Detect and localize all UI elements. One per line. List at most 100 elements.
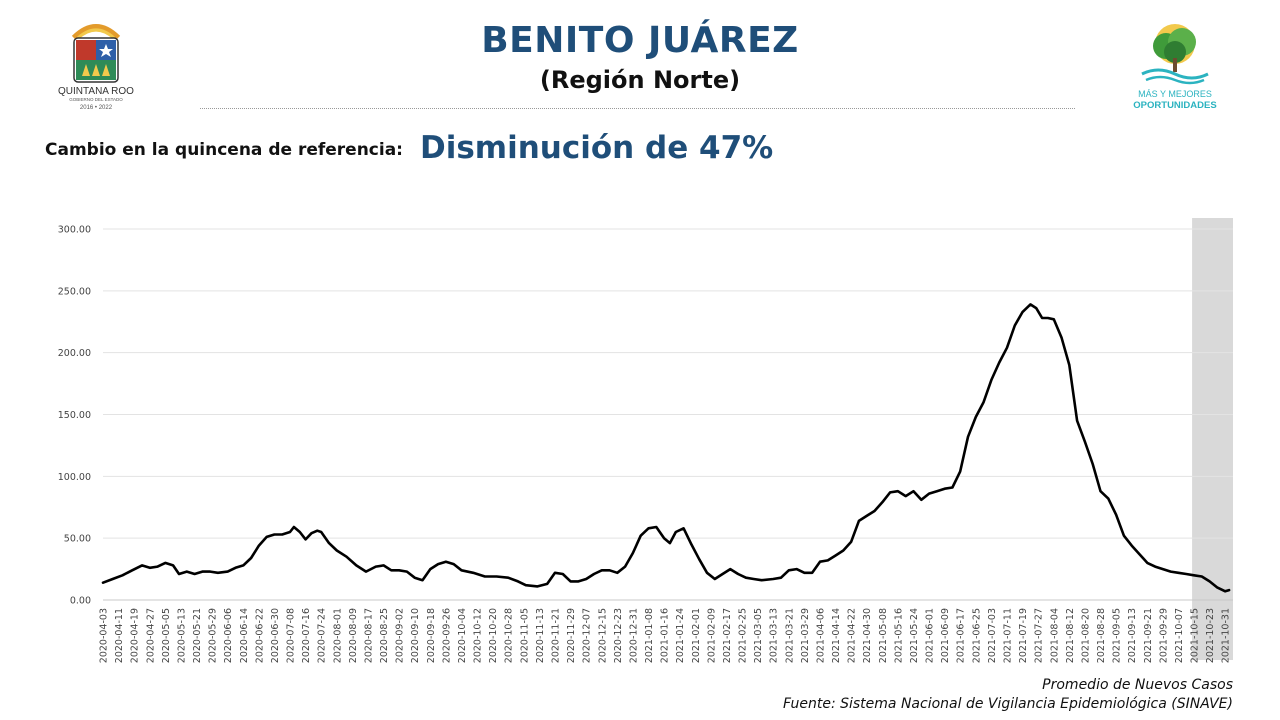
x-tick-label: 2021-06-17 <box>956 608 967 663</box>
x-tick-label: 2020-05-29 <box>208 608 219 663</box>
x-tick-label: 2020-12-31 <box>628 608 639 663</box>
x-tick-label: 2021-01-16 <box>660 608 671 663</box>
logo-right-line2: OPORTUNIDADES <box>1133 100 1216 111</box>
x-tick-label: 2021-07-11 <box>1003 608 1014 663</box>
x-tick-label: 2021-05-16 <box>893 608 904 663</box>
x-tick-label: 2021-09-05 <box>1112 608 1123 663</box>
x-tick-label: 2020-04-27 <box>145 608 156 663</box>
logo-left-line2: GOBIERNO DEL ESTADO <box>69 97 123 102</box>
x-tick-label: 2020-05-13 <box>176 608 187 663</box>
x-tick-label: 2020-11-05 <box>519 608 530 663</box>
x-tick-label: 2021-08-28 <box>1096 608 1107 663</box>
x-tick-label: 2020-07-08 <box>286 608 297 663</box>
page-subtitle: (Región Norte) <box>539 66 741 94</box>
x-tick-label: 2020-09-18 <box>426 608 437 663</box>
y-tick-label: 100.00 <box>58 472 91 483</box>
change-value: Disminución de 47% <box>420 130 774 166</box>
x-tick-label: 2020-09-10 <box>410 608 421 663</box>
x-tick-label: 2021-09-29 <box>1158 608 1169 663</box>
cases-line-chart: 0.0050.00100.00150.00200.00250.00300.00 … <box>58 218 1233 663</box>
shield-icon <box>73 37 119 83</box>
x-tick-label: 2020-08-25 <box>379 608 390 663</box>
x-tick-label: 2021-03-21 <box>784 608 795 663</box>
series-line <box>101 303 1231 593</box>
x-tick-label: 2021-01-08 <box>644 608 655 663</box>
x-tick-label: 2021-02-25 <box>738 608 749 663</box>
y-tick-label: 0.00 <box>70 596 91 607</box>
x-tick-label: 2021-09-13 <box>1127 608 1138 663</box>
y-tick-label: 50.00 <box>64 534 91 545</box>
x-tick-label: 2020-07-16 <box>301 608 312 663</box>
shaded-region-layer <box>1192 218 1233 660</box>
mas-mejores-oportunidades-logo: MÁS Y MEJORES OPORTUNIDADES <box>1120 18 1230 114</box>
x-tick-label: 2020-11-13 <box>535 608 546 663</box>
x-tick-label: 2020-10-04 <box>457 608 468 663</box>
page-title: BENITO JUÁREZ <box>481 20 799 61</box>
x-tick-label: 2021-02-17 <box>722 608 733 663</box>
y-tick-labels-layer: 0.00 50.00 100.00 150.00 200.00 250.00 300.00 <box>58 225 91 607</box>
source-note: Fuente: Sistema Nacional de Vigilancia E… <box>783 696 1233 712</box>
x-tick-label: 2021-09-21 <box>1143 608 1154 663</box>
x-tick-label: 2021-10-15 <box>1190 608 1201 663</box>
x-tick-label: 2021-07-03 <box>987 608 998 663</box>
x-tick-label: 2021-08-04 <box>1049 608 1060 663</box>
x-tick-label: 2020-04-03 <box>99 608 110 663</box>
x-tick-label: 2021-08-12 <box>1065 608 1076 663</box>
x-tick-label: 2020-06-14 <box>239 608 250 663</box>
x-tick-label: 2020-09-02 <box>395 608 406 663</box>
x-tick-label: 2021-02-09 <box>706 608 717 663</box>
x-tick-label: 2020-05-05 <box>161 608 172 663</box>
x-tick-label: 2021-03-05 <box>753 608 764 663</box>
header-divider <box>200 108 1075 109</box>
x-tick-label: 2021-07-27 <box>1034 608 1045 663</box>
x-tick-label: 2020-08-17 <box>363 608 374 663</box>
x-tick-label: 2021-10-23 <box>1205 608 1216 663</box>
y-tick-label: 300.00 <box>58 225 91 236</box>
x-tick-label: 2021-06-01 <box>925 608 936 663</box>
gridlines-layer <box>103 228 1233 601</box>
x-tick-label: 2021-04-30 <box>862 608 873 663</box>
x-tick-label: 2020-09-26 <box>441 608 452 663</box>
x-tick-label: 2020-07-24 <box>317 608 328 663</box>
x-tick-label: 2020-04-11 <box>114 608 125 663</box>
logo-left-line3: 2016 • 2022 <box>80 105 113 111</box>
tree-emblem-icon <box>1141 24 1209 85</box>
x-tick-labels-layer: 2020-04-03 2020-04-11 2020-04-19 2020-04-27… <box>99 608 1232 663</box>
quintana-roo-logo: QUINTANA ROO GOBIERNO DEL ESTADO 2016 • … <box>40 18 152 114</box>
x-tick-label: 2020-10-28 <box>504 608 515 663</box>
x-tick-label: 2021-04-14 <box>831 608 842 663</box>
x-tick-label: 2020-10-20 <box>488 608 499 663</box>
x-tick-label: 2020-04-19 <box>130 608 141 663</box>
x-tick-label: 2020-06-22 <box>254 608 265 663</box>
x-tick-label: 2020-06-30 <box>270 608 281 663</box>
x-tick-label: 2020-10-12 <box>473 608 484 663</box>
x-tick-label: 2020-12-23 <box>613 608 624 663</box>
x-tick-label: 2021-10-31 <box>1221 608 1232 663</box>
x-tick-label: 2020-11-29 <box>566 608 577 663</box>
x-tick-label: 2021-01-24 <box>675 608 686 663</box>
x-tick-label: 2021-05-24 <box>909 608 920 663</box>
x-tick-label: 2021-07-19 <box>1018 608 1029 663</box>
x-tick-label: 2021-02-01 <box>691 608 702 663</box>
y-tick-label: 250.00 <box>58 286 91 297</box>
x-tick-label: 2021-05-08 <box>878 608 889 663</box>
x-tick-label: 2021-04-22 <box>847 608 858 663</box>
logo-right-line1: MÁS Y MEJORES <box>1138 89 1212 99</box>
shaded-region <box>1192 218 1233 660</box>
sun-emblem-icon <box>71 24 121 41</box>
x-tick-label: 2020-12-15 <box>597 608 608 663</box>
x-tick-label: 2020-12-07 <box>582 608 593 663</box>
y-tick-label: 150.00 <box>58 410 91 421</box>
x-tick-label: 2020-11-21 <box>551 608 562 663</box>
x-tick-label: 2020-05-21 <box>192 608 203 663</box>
x-tick-label: 2020-06-06 <box>223 608 234 663</box>
logo-left-line1: QUINTANA ROO <box>58 86 134 97</box>
x-tick-label: 2021-03-13 <box>769 608 780 663</box>
series-layer <box>101 303 1231 593</box>
change-label: Cambio en la quincena de referencia: <box>45 140 403 160</box>
y-tick-label: 200.00 <box>58 348 91 359</box>
x-tick-label: 2021-04-06 <box>815 608 826 663</box>
x-tick-label: 2021-06-25 <box>971 608 982 663</box>
x-tick-label: 2021-06-09 <box>940 608 951 663</box>
x-tick-label: 2021-08-20 <box>1080 608 1091 663</box>
